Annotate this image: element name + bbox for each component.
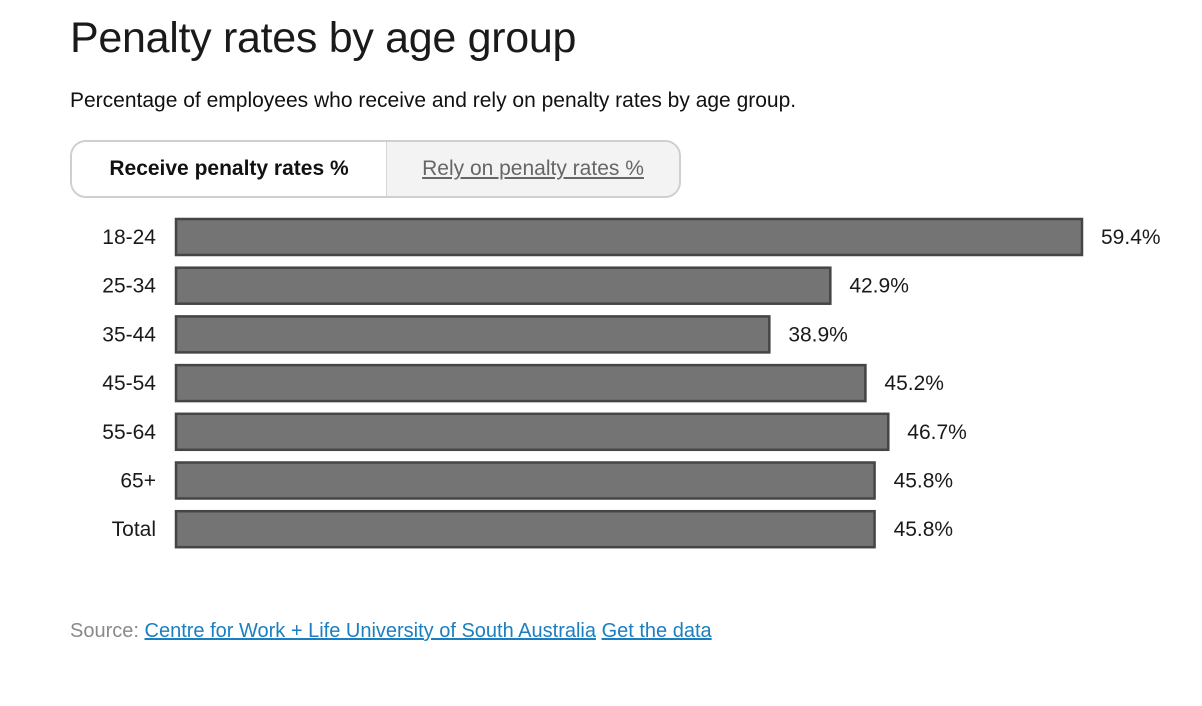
value-label: 38.9% [788,323,848,346]
tab-rely-on-penalty-rates[interactable]: Rely on penalty rates % [387,142,679,196]
source-prefix: Source: [70,620,139,642]
category-label: 35-44 [102,323,156,346]
category-label: 18-24 [102,226,156,249]
tab-receive-penalty-rates[interactable]: Receive penalty rates % [72,142,387,196]
value-label: 59.4% [1101,226,1161,249]
get-the-data-link[interactable]: Get the data [601,620,712,642]
category-label: 65+ [120,470,156,493]
category-label: 25-34 [102,275,156,298]
category-label: 45-54 [102,372,156,395]
category-label: Total [112,518,156,541]
source-link[interactable]: Centre for Work + Life University of Sou… [144,620,597,642]
bar [174,363,867,403]
bar-chart: 18-24 59.4% 25-34 42.9% 35-44 38.9% 45-54 45.2%… [102,217,1161,549]
bar [174,461,876,500]
source-line: Source: Centre for Work + Life Universit… [70,620,712,643]
bar [174,509,876,549]
category-label: 55-64 [102,421,156,444]
value-label: 45.8% [894,518,954,541]
metric-tabs: Receive penalty rates % Rely on penalty … [70,140,681,198]
value-label: 45.8% [894,470,954,493]
bar [174,217,1084,257]
value-label: 42.9% [849,275,909,298]
value-label: 45.2% [884,372,944,395]
bar [174,315,771,354]
bar [174,266,832,305]
chart-title: Penalty rates by age group [70,14,577,62]
bar [174,412,890,452]
chart-subtitle: Percentage of employees who receive and … [70,89,797,112]
value-label: 46.7% [907,421,967,444]
